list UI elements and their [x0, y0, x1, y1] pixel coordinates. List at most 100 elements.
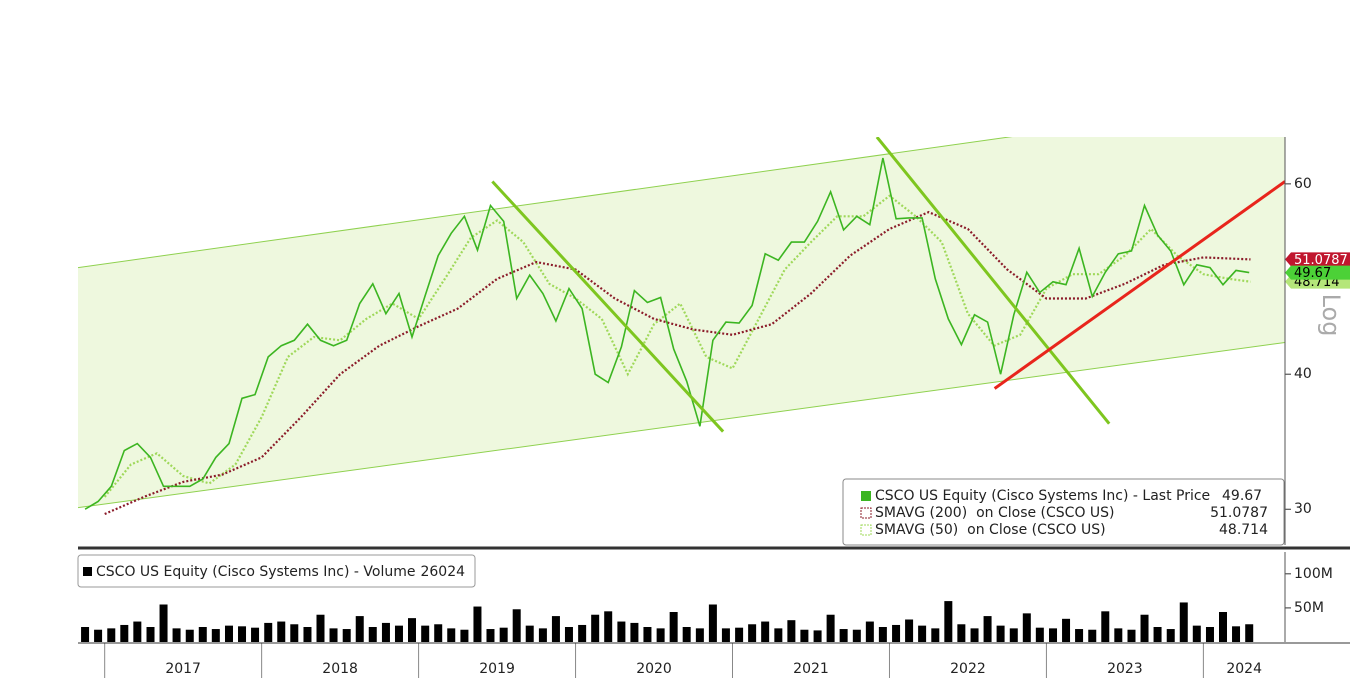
volume-bar: [538, 628, 547, 642]
volume-bar: [944, 601, 953, 642]
trendline: [993, 180, 1285, 390]
volume-bar: [264, 622, 273, 642]
volume-bar: [551, 616, 560, 642]
volume-bar: [355, 616, 364, 642]
x-tick-label: 2024: [1226, 661, 1262, 677]
last-value-tag-label: 49.67: [1294, 266, 1331, 281]
volume-bar: [1179, 602, 1188, 642]
volume-bar: [721, 628, 730, 642]
trendline: [491, 180, 725, 433]
legend-part: CSCO US Equity (Cisco Systems Inc) - Vol…: [96, 564, 415, 580]
legend-label: SMAVG (200) on Close (CSCO US): [875, 505, 1115, 521]
volume-bar: [695, 628, 704, 642]
volume-bar: [342, 629, 351, 642]
price-plot: [78, 137, 1285, 516]
volume-bar: [329, 628, 338, 642]
legend-label: CSCO US Equity (Cisco Systems Inc) - Vol…: [96, 564, 465, 580]
legend-swatch: [860, 507, 872, 519]
volume-bar: [1114, 628, 1123, 642]
volume-bar: [905, 619, 914, 642]
volume-bar: [499, 627, 508, 642]
legend-swatch: [861, 491, 871, 501]
legend-value: 48.714: [1219, 522, 1268, 538]
trendline: [875, 137, 1111, 425]
legend-box: [842, 478, 1285, 546]
volume-bar: [604, 611, 613, 642]
x-tick-label: 2019: [479, 661, 515, 677]
volume-bar: [1075, 629, 1084, 642]
legend-label: SMAVG (50) on Close (CSCO US): [875, 522, 1106, 538]
volume-legend: CSCO US Equity (Cisco Systems Inc) - Vol…: [77, 554, 476, 588]
y-tick-label: 40: [1294, 366, 1312, 382]
volume-bar: [656, 628, 665, 642]
volume-bar: [748, 624, 757, 642]
volume-bar: [1140, 614, 1149, 642]
volume-bar: [1232, 626, 1241, 642]
x-tick-label: 2018: [322, 661, 358, 677]
volume-bar: [525, 625, 534, 642]
channel-edge: [78, 137, 1013, 269]
volume-bar: [211, 629, 220, 642]
volume-bar: [1127, 629, 1136, 642]
volume-bar: [133, 621, 142, 642]
volume-bar: [564, 627, 573, 642]
volume-bar: [277, 621, 286, 642]
volume-bar: [224, 625, 233, 642]
volume-bar: [983, 616, 992, 642]
volume-bar: [878, 627, 887, 642]
volume-bar: [381, 622, 390, 642]
volume-bar: [460, 629, 469, 642]
volume-bar: [1035, 627, 1044, 642]
volume-bar: [918, 625, 927, 642]
volume-bar: [473, 606, 482, 642]
volume-bar: [578, 624, 587, 642]
volume-bar: [1192, 625, 1201, 642]
volume-bar: [238, 626, 247, 642]
volume-bar: [787, 620, 796, 642]
volume-bar: [368, 627, 377, 642]
legend-value: 51.0787: [1210, 505, 1268, 521]
y-tick-label: 50M: [1294, 600, 1324, 616]
volume-plot: [81, 601, 1254, 642]
last-value-tag: [1285, 252, 1350, 267]
volume-bar: [316, 614, 325, 642]
volume-bar: [486, 629, 495, 642]
volume-bar: [290, 624, 299, 642]
legend-swatch: [83, 567, 92, 576]
volume-bar: [146, 627, 155, 642]
volume-bar: [630, 622, 639, 642]
volume-bar: [1166, 629, 1175, 642]
volume-bar: [800, 629, 809, 642]
channel-edge: [78, 341, 1285, 509]
series-line: [84, 157, 1250, 510]
volume-bar: [1022, 613, 1031, 642]
x-tick-label: 2017: [165, 661, 201, 677]
series-line: [103, 194, 1251, 498]
volume-bar: [617, 621, 626, 642]
volume-bar: [931, 628, 940, 642]
volume-bar: [996, 625, 1005, 642]
volume-bar: [447, 628, 456, 642]
volume-bar: [1049, 628, 1058, 642]
volume-bar: [682, 627, 691, 642]
volume-bar: [761, 621, 770, 642]
x-tick-label: 2023: [1107, 661, 1143, 677]
volume-bar: [826, 614, 835, 642]
legend-value: 49.67: [1222, 488, 1262, 504]
scale-label: Log: [1317, 294, 1345, 337]
volume-bar: [408, 618, 417, 642]
volume-bar: [394, 625, 403, 642]
x-tick-label: 2020: [636, 661, 672, 677]
volume-bar: [813, 630, 822, 642]
y-tick-label: 60: [1294, 176, 1312, 192]
volume-bar: [81, 627, 90, 642]
x-tick-label: 2022: [950, 661, 986, 677]
volume-bar: [512, 609, 521, 642]
legend: CSCO US Equity (Cisco Systems Inc) - Las…: [842, 478, 1285, 546]
volume-bar: [970, 628, 979, 642]
legend-part: 26024: [420, 564, 465, 580]
volume-bar: [1101, 611, 1110, 642]
volume-bar: [434, 624, 443, 642]
volume-bar: [1088, 629, 1097, 642]
